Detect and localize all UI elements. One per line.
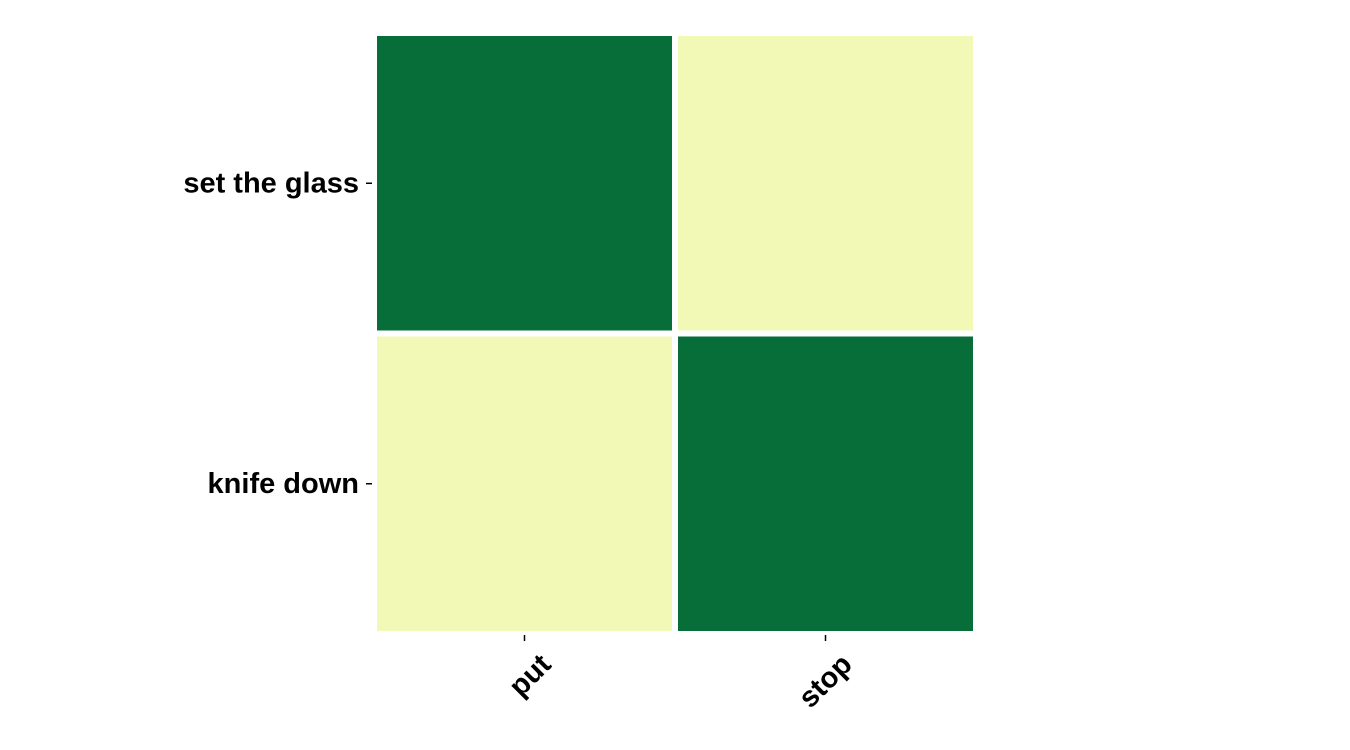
- heatmap-cell-knife-down-stop: [678, 336, 973, 631]
- heatmap-cell-knife-down-put: [377, 336, 672, 631]
- x-axis: put stop: [503, 635, 859, 714]
- x-tick-label: put: [503, 648, 558, 703]
- heatmap-cell-set-the-glass-stop: [678, 36, 973, 331]
- heatmap-cell-set-the-glass-put: [377, 36, 672, 331]
- y-tick-label: set the glass: [183, 167, 359, 199]
- y-tick-label: knife down: [208, 468, 359, 500]
- y-axis: set the glass knife down: [183, 167, 372, 500]
- heatmap-cells: [377, 36, 973, 631]
- x-tick-label: stop: [793, 648, 859, 714]
